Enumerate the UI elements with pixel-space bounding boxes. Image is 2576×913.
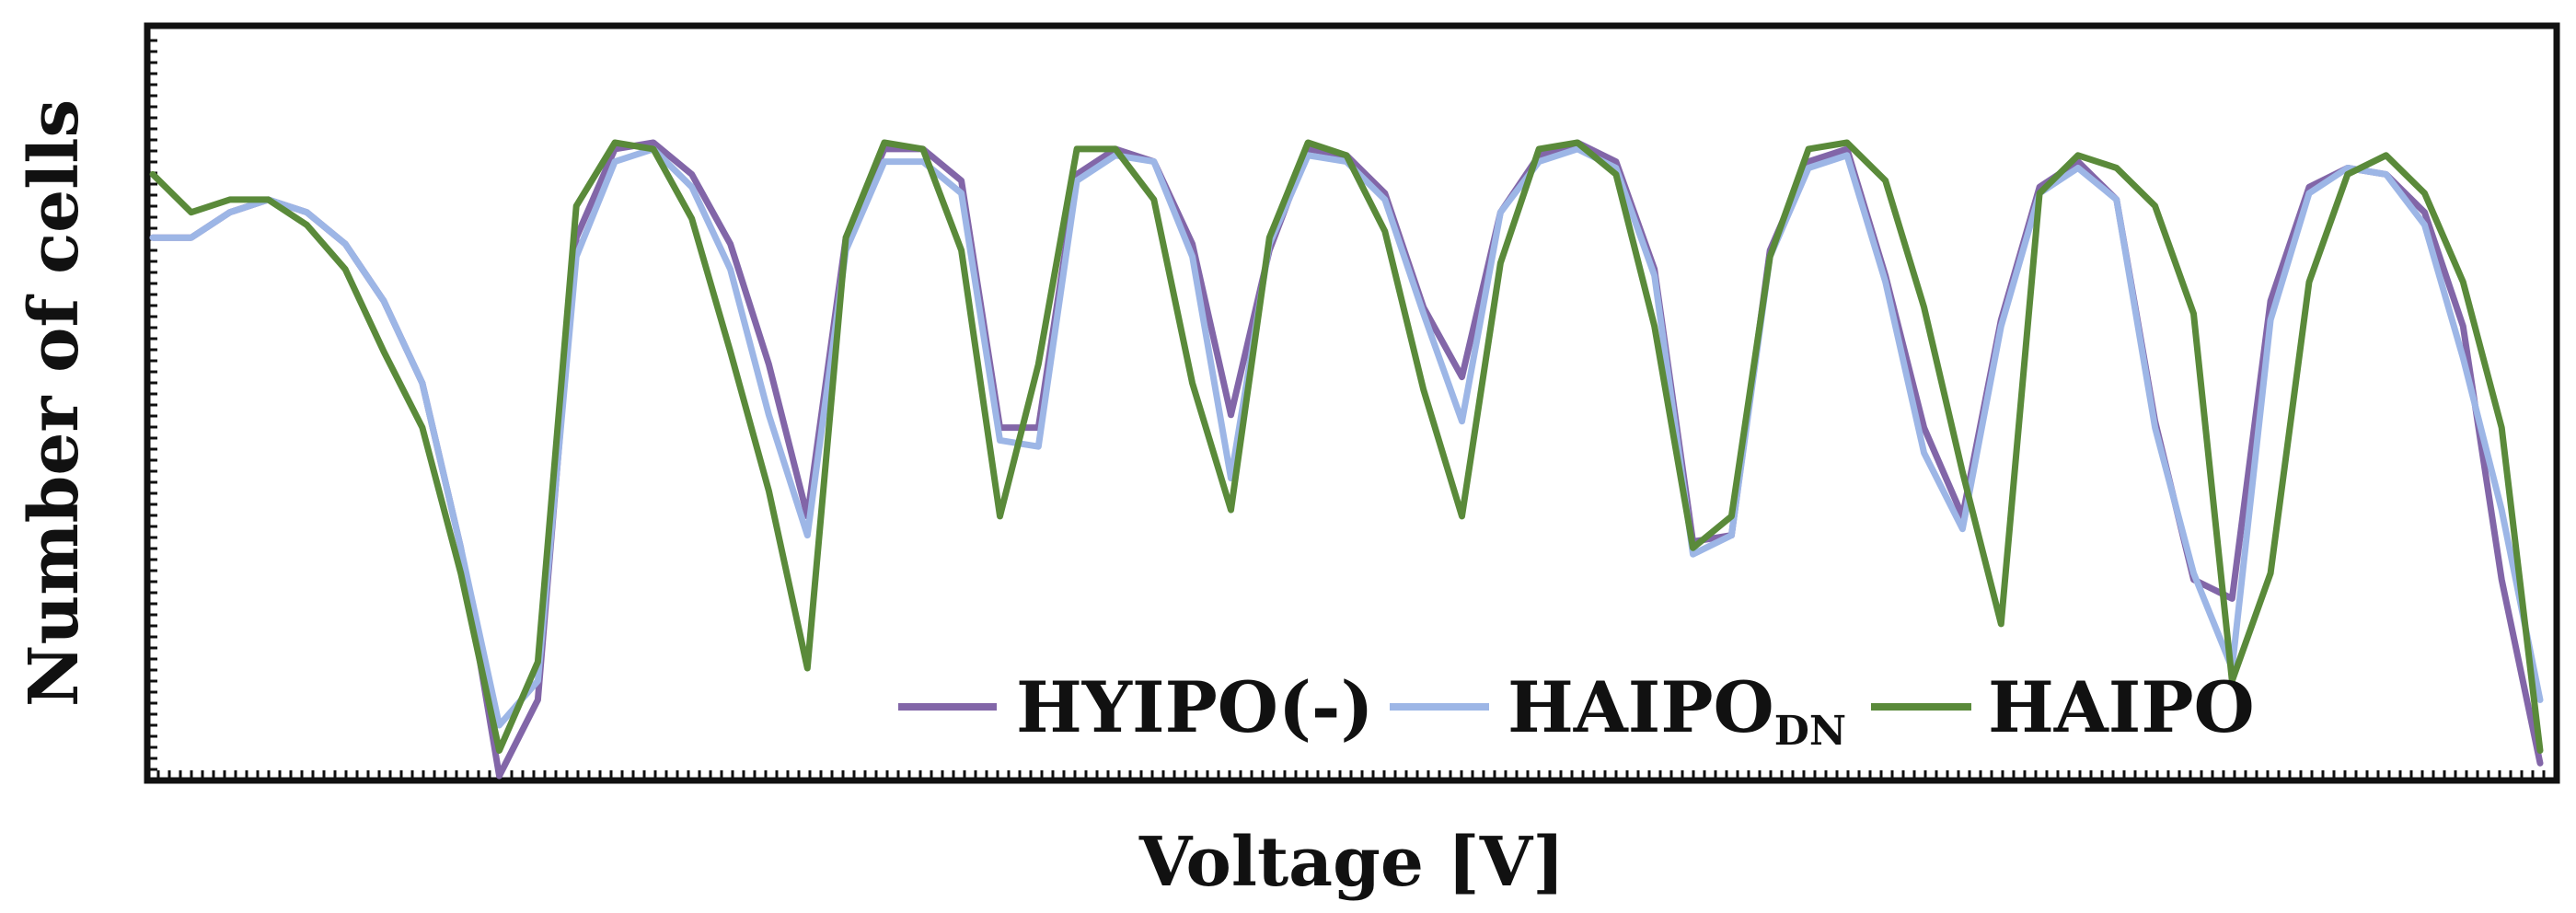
series-lines xyxy=(149,139,2544,780)
x-axis-label: Voltage [V] xyxy=(1138,823,1565,902)
legend-label-haipodn-subscript: DN xyxy=(1774,708,1846,755)
legend-label-haipodn-main: HAIPO xyxy=(1507,666,1774,748)
legend: HYIPO(-) HAIPODN HAIPO xyxy=(898,666,2255,755)
legend-label-hyipo: HYIPO(-) xyxy=(1016,666,1373,748)
legend-label-haipodn: HAIPODN xyxy=(1507,666,1846,755)
legend-item-haipodn: HAIPODN xyxy=(1390,666,1846,755)
y-axis-label: Number of cells xyxy=(15,99,94,707)
legend-item-haipo: HAIPO xyxy=(1871,666,2255,748)
axis-ticks xyxy=(147,39,2546,780)
legend-item-hyipo: HYIPO(-) xyxy=(898,666,1373,748)
legend-label-haipo: HAIPO xyxy=(1988,666,2255,748)
series-line-haipo xyxy=(149,139,2544,754)
